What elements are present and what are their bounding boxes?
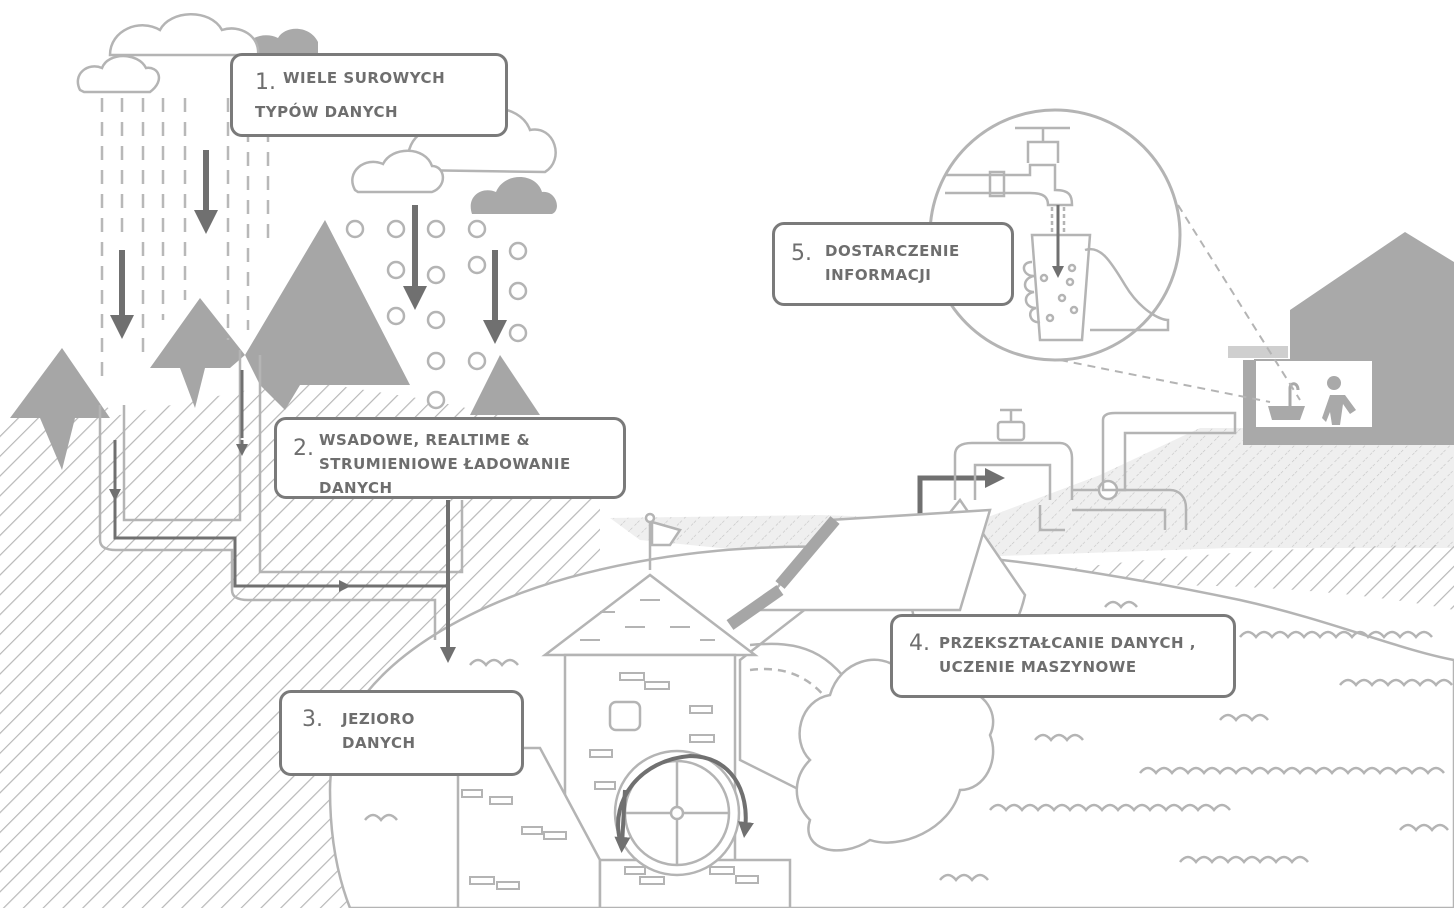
- stage-5-line-2: INFORMACJI: [825, 266, 932, 284]
- house: [1228, 232, 1454, 445]
- stage-5-label: DOSTARCZENIE INFORMACJI: [825, 239, 960, 287]
- far-field: [610, 428, 1454, 610]
- waves: [364, 600, 1453, 882]
- stage-2-label: WSADOWE, REALTIME & STRUMIENIOWE ŁADOWAN…: [319, 428, 571, 500]
- stage-3-label: JEZIORO DANYCH: [342, 707, 416, 755]
- stage-2-line-2: STRUMIENIOWE ŁADOWANIE: [319, 455, 571, 473]
- stage-2-box: 2. WSADOWE, REALTIME & STRUMIENIOWE ŁADO…: [274, 417, 626, 499]
- flow-arrows: [109, 150, 1005, 663]
- stage-1-box: 1. WIELE SUROWYCH TYPÓW DANYCH: [230, 53, 508, 137]
- stage-3-box: 3. JEZIORO DANYCH: [279, 690, 524, 776]
- roof-lines: [580, 599, 715, 641]
- stage-2-line-3: DANYCH: [319, 479, 393, 497]
- river-channels: [98, 350, 464, 640]
- water-mill: [456, 497, 1054, 908]
- stage-5-number: 5.: [791, 241, 812, 266]
- stage-4-box: 4. PRZEKSZTAŁCANIE DANYCH , UCZENIE MASZ…: [890, 614, 1236, 698]
- stage-4-line-2: UCZENIE MASZYNOWE: [939, 658, 1137, 676]
- mountains: [10, 220, 540, 470]
- stage-1-label-2: TYPÓW DANYCH: [255, 100, 398, 124]
- rain: [100, 98, 270, 380]
- stage-4-line-1: PRZEKSZTAŁCANIE DANYCH ,: [939, 634, 1196, 652]
- stage-1-label: WIELE SUROWYCH: [283, 66, 445, 90]
- stage-2-line-1: WSADOWE, REALTIME &: [319, 431, 531, 449]
- stage-5-line-1: DOSTARCZENIE: [825, 242, 960, 260]
- pipes: [953, 408, 1237, 532]
- mill-wheel-arrows: [614, 753, 754, 853]
- stage-4-number: 4.: [909, 631, 930, 656]
- stage-1-number: 1.: [255, 70, 276, 95]
- bricks: [461, 672, 759, 890]
- stage-3-line-2: DANYCH: [342, 734, 416, 752]
- clouds: [76, 13, 557, 214]
- stage-3-line-1: JEZIORO: [342, 710, 415, 728]
- hail: [345, 219, 528, 410]
- stage-1-line-2: TYPÓW DANYCH: [255, 103, 399, 121]
- stage-4-label: PRZEKSZTAŁCANIE DANYCH , UCZENIE MASZYNO…: [939, 631, 1196, 679]
- stage-3-number: 3.: [302, 707, 323, 732]
- stage-5-box: 5. DOSTARCZENIE INFORMACJI: [772, 222, 1014, 306]
- stage-2-number: 2.: [293, 436, 314, 461]
- stage-1-line-1: WIELE SUROWYCH: [283, 69, 446, 87]
